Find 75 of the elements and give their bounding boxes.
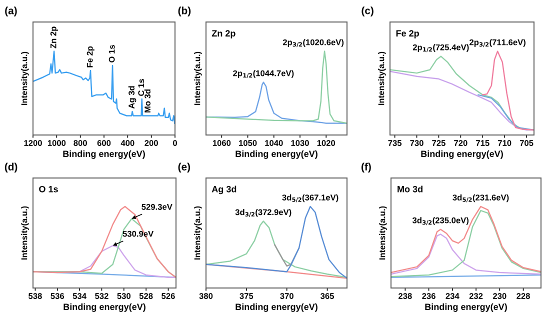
annotation: O 1s [108, 45, 115, 62]
x-tick-label: 234 [446, 293, 460, 299]
annotation: Ag 3d [128, 86, 136, 109]
annotation: Mo 3d [144, 89, 151, 112]
annotation: 3d$_{3/2}$(235.0eV) [412, 217, 469, 226]
chart-title: (f) [362, 162, 371, 172]
annotation: 530.9eV [122, 230, 154, 237]
annotation: 3d$_{5/2}$(231.6eV) [452, 194, 509, 202]
chart-title: (c) [362, 6, 374, 16]
x-tick-label: 715 [476, 140, 490, 146]
chart-subtitle: Mo 3d [398, 186, 422, 192]
x-tick-label: 1200 [24, 140, 42, 146]
chart-subtitle: Zn 2p [212, 30, 236, 38]
annotation: 2p$_{3/2}$(1020.6eV) [282, 39, 344, 48]
x-tick-label: 534 [72, 293, 86, 299]
x-tick-label: 526 [162, 293, 175, 299]
x-axis-title: Binding energy(eV) [64, 303, 146, 312]
x-tick-label: 1020 [317, 140, 336, 146]
x-axis-title: Binding energy(eV) [425, 303, 507, 312]
annotation: 2p$_{3/2}$(711.6eV) [470, 39, 526, 48]
x-axis-title: Binding energy(eV) [236, 303, 318, 312]
x-tick-label: 1000 [48, 140, 66, 146]
x-tick-label: 228 [516, 293, 530, 299]
x-axis-title: Binding energy(eV) [63, 150, 145, 159]
x-tick-label: 800 [74, 140, 87, 146]
x-tick-label: 725 [432, 140, 446, 146]
x-tick-label: 375 [240, 293, 254, 299]
annotation: 3d$_{3/2}$(372.9eV) [235, 209, 292, 217]
x-tick-label: 1040 [265, 140, 283, 146]
x-tick-label: 0 [173, 140, 177, 146]
x-tick-label: 538 [28, 293, 42, 299]
x-tick-label: 720 [454, 140, 468, 146]
annotation: 2p$_{1/2}$(725.4eV) [412, 44, 469, 52]
x-tick-label: 1050 [239, 140, 257, 146]
x-tick-label: 710 [498, 140, 512, 146]
x-axis-title: Binding energy(eV) [421, 150, 503, 159]
annotation: 2p$_{1/2}$(1044.7eV) [233, 70, 294, 78]
x-tick-label: 400 [120, 140, 134, 146]
chart-title: (e) [178, 162, 190, 172]
chart-title: (b) [178, 6, 191, 16]
x-tick-label: 530 [117, 293, 131, 299]
chart-title: (d) [4, 162, 18, 172]
x-tick-label: 600 [97, 140, 111, 146]
y-axis-title: Intensity(a.u.) [194, 52, 202, 106]
x-tick-label: 238 [398, 293, 412, 299]
x-tick-label: 730 [410, 140, 424, 146]
x-tick-label: 232 [469, 293, 483, 299]
annotation: C 1s [138, 78, 144, 96]
annotation: 529.3eV [142, 204, 172, 210]
x-tick-label: 528 [139, 293, 153, 299]
x-axis-title: Binding energy(eV) [236, 150, 318, 159]
annotation: Fe 2p [86, 46, 94, 68]
x-tick-label: 380 [199, 293, 213, 299]
x-tick-label: 705 [520, 140, 534, 146]
x-tick-label: 236 [422, 293, 436, 299]
annotation: 3d$_{5/2}$(367.1eV) [282, 194, 338, 202]
y-axis-title: Intensity(a.u.) [379, 206, 387, 260]
y-axis-title: Intensity(a.u.) [378, 52, 386, 106]
y-axis-title: Intensity(a.u.) [21, 206, 29, 260]
annotation: Zn 2p [50, 26, 58, 48]
x-tick-label: 1030 [291, 140, 309, 146]
x-tick-label: 536 [50, 293, 64, 299]
y-axis-title: Intensity(a.u.) [194, 206, 202, 260]
x-tick-label: 1060 [212, 140, 231, 146]
x-tick-label: 532 [95, 293, 108, 299]
chart-subtitle: O 1s [39, 186, 58, 192]
chart-title: (a) [5, 6, 17, 16]
chart-subtitle: Ag 3d [212, 186, 236, 194]
chart-subtitle: Fe 2p [396, 30, 419, 38]
x-tick-label: 735 [388, 140, 402, 146]
y-axis-title: Intensity(a.u.) [21, 52, 29, 106]
x-tick-label: 230 [493, 293, 506, 299]
x-tick-label: 370 [280, 293, 294, 299]
x-tick-label: 200 [144, 140, 158, 146]
x-tick-label: 365 [320, 293, 334, 299]
